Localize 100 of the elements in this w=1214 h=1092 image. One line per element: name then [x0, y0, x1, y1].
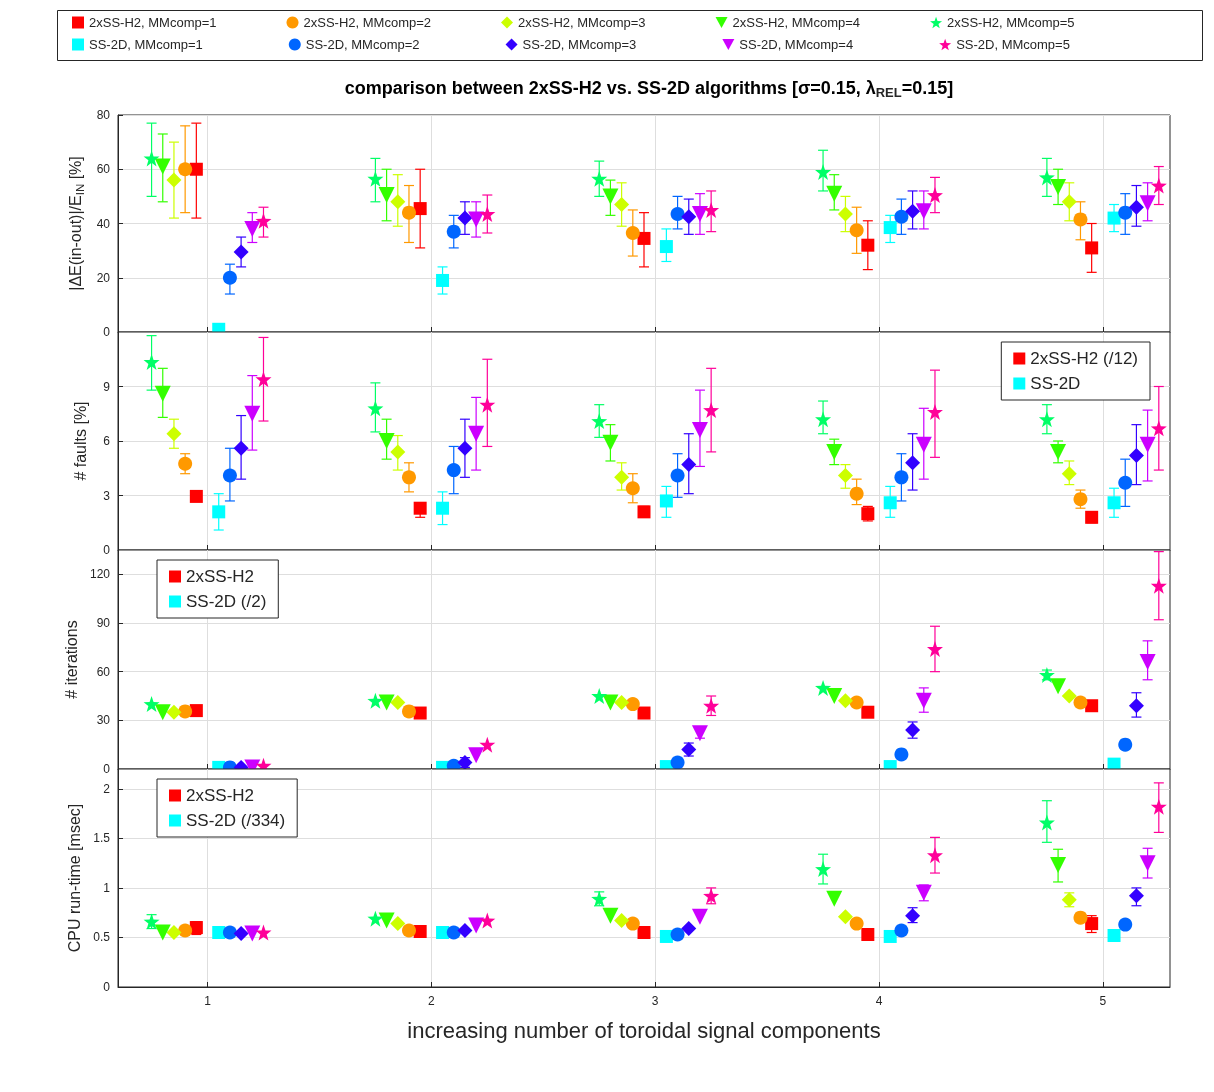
point — [436, 501, 450, 515]
point — [401, 470, 416, 485]
point — [1073, 695, 1088, 710]
y-tick-label: 90 — [96, 616, 111, 630]
point — [255, 371, 272, 388]
point — [154, 704, 171, 721]
point — [468, 917, 485, 934]
point — [390, 916, 406, 932]
point — [401, 205, 416, 220]
point — [602, 188, 619, 205]
x-tick-label: 2 — [428, 994, 436, 1008]
y-tick-label: 3 — [103, 488, 111, 503]
point — [189, 704, 203, 718]
point — [894, 470, 909, 485]
point — [468, 425, 485, 442]
y-tick-label: 120 — [89, 567, 111, 582]
x-tick-label: 3 — [651, 994, 659, 1008]
point — [1118, 205, 1133, 220]
point — [894, 209, 909, 224]
y-axis-title: CPU run-time [msec] — [65, 803, 83, 953]
legend-label: 2xSS-H2, MMcomp=1 — [89, 15, 217, 30]
x-tick-label: 5 — [1099, 994, 1107, 1008]
point — [614, 197, 630, 213]
point — [367, 400, 384, 417]
point — [1128, 448, 1144, 464]
point — [849, 223, 864, 238]
point — [189, 489, 203, 503]
point — [212, 926, 226, 939]
legend-label: 2xSS-H2, MMcomp=4 — [732, 15, 861, 30]
point — [602, 694, 619, 711]
point — [143, 696, 160, 713]
point — [1150, 177, 1167, 194]
point — [178, 704, 193, 719]
point — [849, 916, 864, 931]
point — [815, 679, 832, 696]
point — [691, 422, 708, 439]
legend-label: 2xSS-H2 (/12) — [1030, 349, 1138, 368]
y-tick-label: 30 — [96, 713, 111, 728]
point — [849, 695, 864, 710]
point — [1139, 653, 1156, 670]
point — [378, 187, 395, 204]
point — [1085, 699, 1099, 713]
point — [367, 692, 384, 709]
point — [255, 924, 272, 941]
point — [222, 468, 237, 483]
point — [143, 150, 160, 167]
point — [1150, 420, 1167, 437]
y-tick-label: 2 — [103, 781, 111, 796]
point — [837, 909, 853, 925]
legend-label: SS-2D — [1030, 374, 1081, 393]
point — [479, 206, 496, 223]
point — [625, 916, 640, 931]
point — [222, 270, 237, 285]
point — [401, 923, 416, 938]
legend-label: 2xSS-H2 — [186, 567, 255, 586]
point — [861, 927, 875, 941]
point — [926, 187, 943, 204]
point — [826, 185, 843, 202]
point — [815, 861, 832, 878]
point — [178, 923, 193, 938]
point — [1073, 212, 1088, 227]
point — [446, 463, 461, 478]
legend-label: 2xSS-H2, MMcomp=3 — [518, 15, 646, 30]
point — [894, 923, 909, 938]
point — [1038, 814, 1055, 831]
y-tick-label: 6 — [103, 434, 111, 448]
point — [591, 413, 608, 430]
point — [849, 486, 864, 501]
point — [154, 924, 171, 941]
point — [413, 925, 427, 939]
y-tick-label: 0 — [103, 762, 111, 776]
point — [905, 455, 921, 471]
legend-label: SS-2D (/334) — [186, 811, 286, 830]
y-tick-label: 1 — [103, 880, 111, 895]
point — [915, 436, 932, 453]
point — [367, 170, 384, 187]
y-tick-label: 0 — [103, 543, 111, 557]
point — [446, 224, 461, 239]
point — [826, 443, 843, 460]
point — [166, 704, 182, 720]
point — [602, 907, 619, 924]
y-axis-title: |ΔE(in-out)|/EIN [%] — [67, 156, 86, 291]
point — [1139, 195, 1156, 212]
point — [457, 440, 473, 456]
point — [1050, 857, 1067, 874]
point — [457, 210, 473, 226]
point — [815, 411, 832, 428]
point — [1085, 510, 1099, 524]
legend-label: SS-2D, MMcomp=4 — [739, 37, 854, 52]
point — [154, 158, 171, 175]
point — [670, 468, 685, 483]
point — [837, 693, 853, 709]
point — [1118, 737, 1133, 752]
legend-label: SS-2D, MMcomp=5 — [956, 37, 1070, 52]
point — [1107, 211, 1121, 225]
point — [861, 238, 875, 252]
point — [1150, 798, 1167, 815]
point — [233, 440, 249, 456]
point — [1085, 241, 1099, 255]
point — [926, 640, 943, 657]
